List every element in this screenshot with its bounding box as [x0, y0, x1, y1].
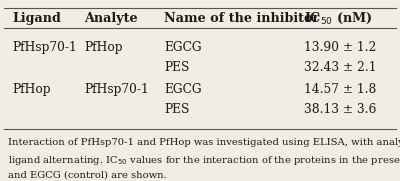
- Text: 38.13 ± 3.6: 38.13 ± 3.6: [304, 103, 376, 116]
- Text: Analyte: Analyte: [84, 12, 138, 25]
- Text: 14.57 ± 1.8: 14.57 ± 1.8: [304, 83, 376, 96]
- Text: Ligand: Ligand: [12, 12, 61, 25]
- Text: PfHsp70-1: PfHsp70-1: [12, 41, 77, 54]
- Text: PES: PES: [164, 103, 189, 116]
- Text: 32.43 ± 2.1: 32.43 ± 2.1: [304, 61, 376, 74]
- Text: Interaction of PfHsp70-1 and PfHop was investigated using ELISA, with analyte an: Interaction of PfHsp70-1 and PfHop was i…: [8, 138, 400, 147]
- Text: PfHsp70-1: PfHsp70-1: [84, 83, 149, 96]
- Text: PES: PES: [164, 61, 189, 74]
- Text: and EGCG (control) are shown.: and EGCG (control) are shown.: [8, 170, 167, 179]
- Text: PfHop: PfHop: [12, 83, 50, 96]
- Text: EGCG: EGCG: [164, 41, 202, 54]
- Text: PfHop: PfHop: [84, 41, 122, 54]
- Text: IC$_{50}$ (nM): IC$_{50}$ (nM): [304, 10, 373, 26]
- Text: ligand alternating. IC$_{50}$ values for the interaction of the proteins in the : ligand alternating. IC$_{50}$ values for…: [8, 154, 400, 167]
- Text: EGCG: EGCG: [164, 83, 202, 96]
- Text: Name of the inhibitor: Name of the inhibitor: [164, 12, 319, 25]
- Text: 13.90 ± 1.2: 13.90 ± 1.2: [304, 41, 376, 54]
